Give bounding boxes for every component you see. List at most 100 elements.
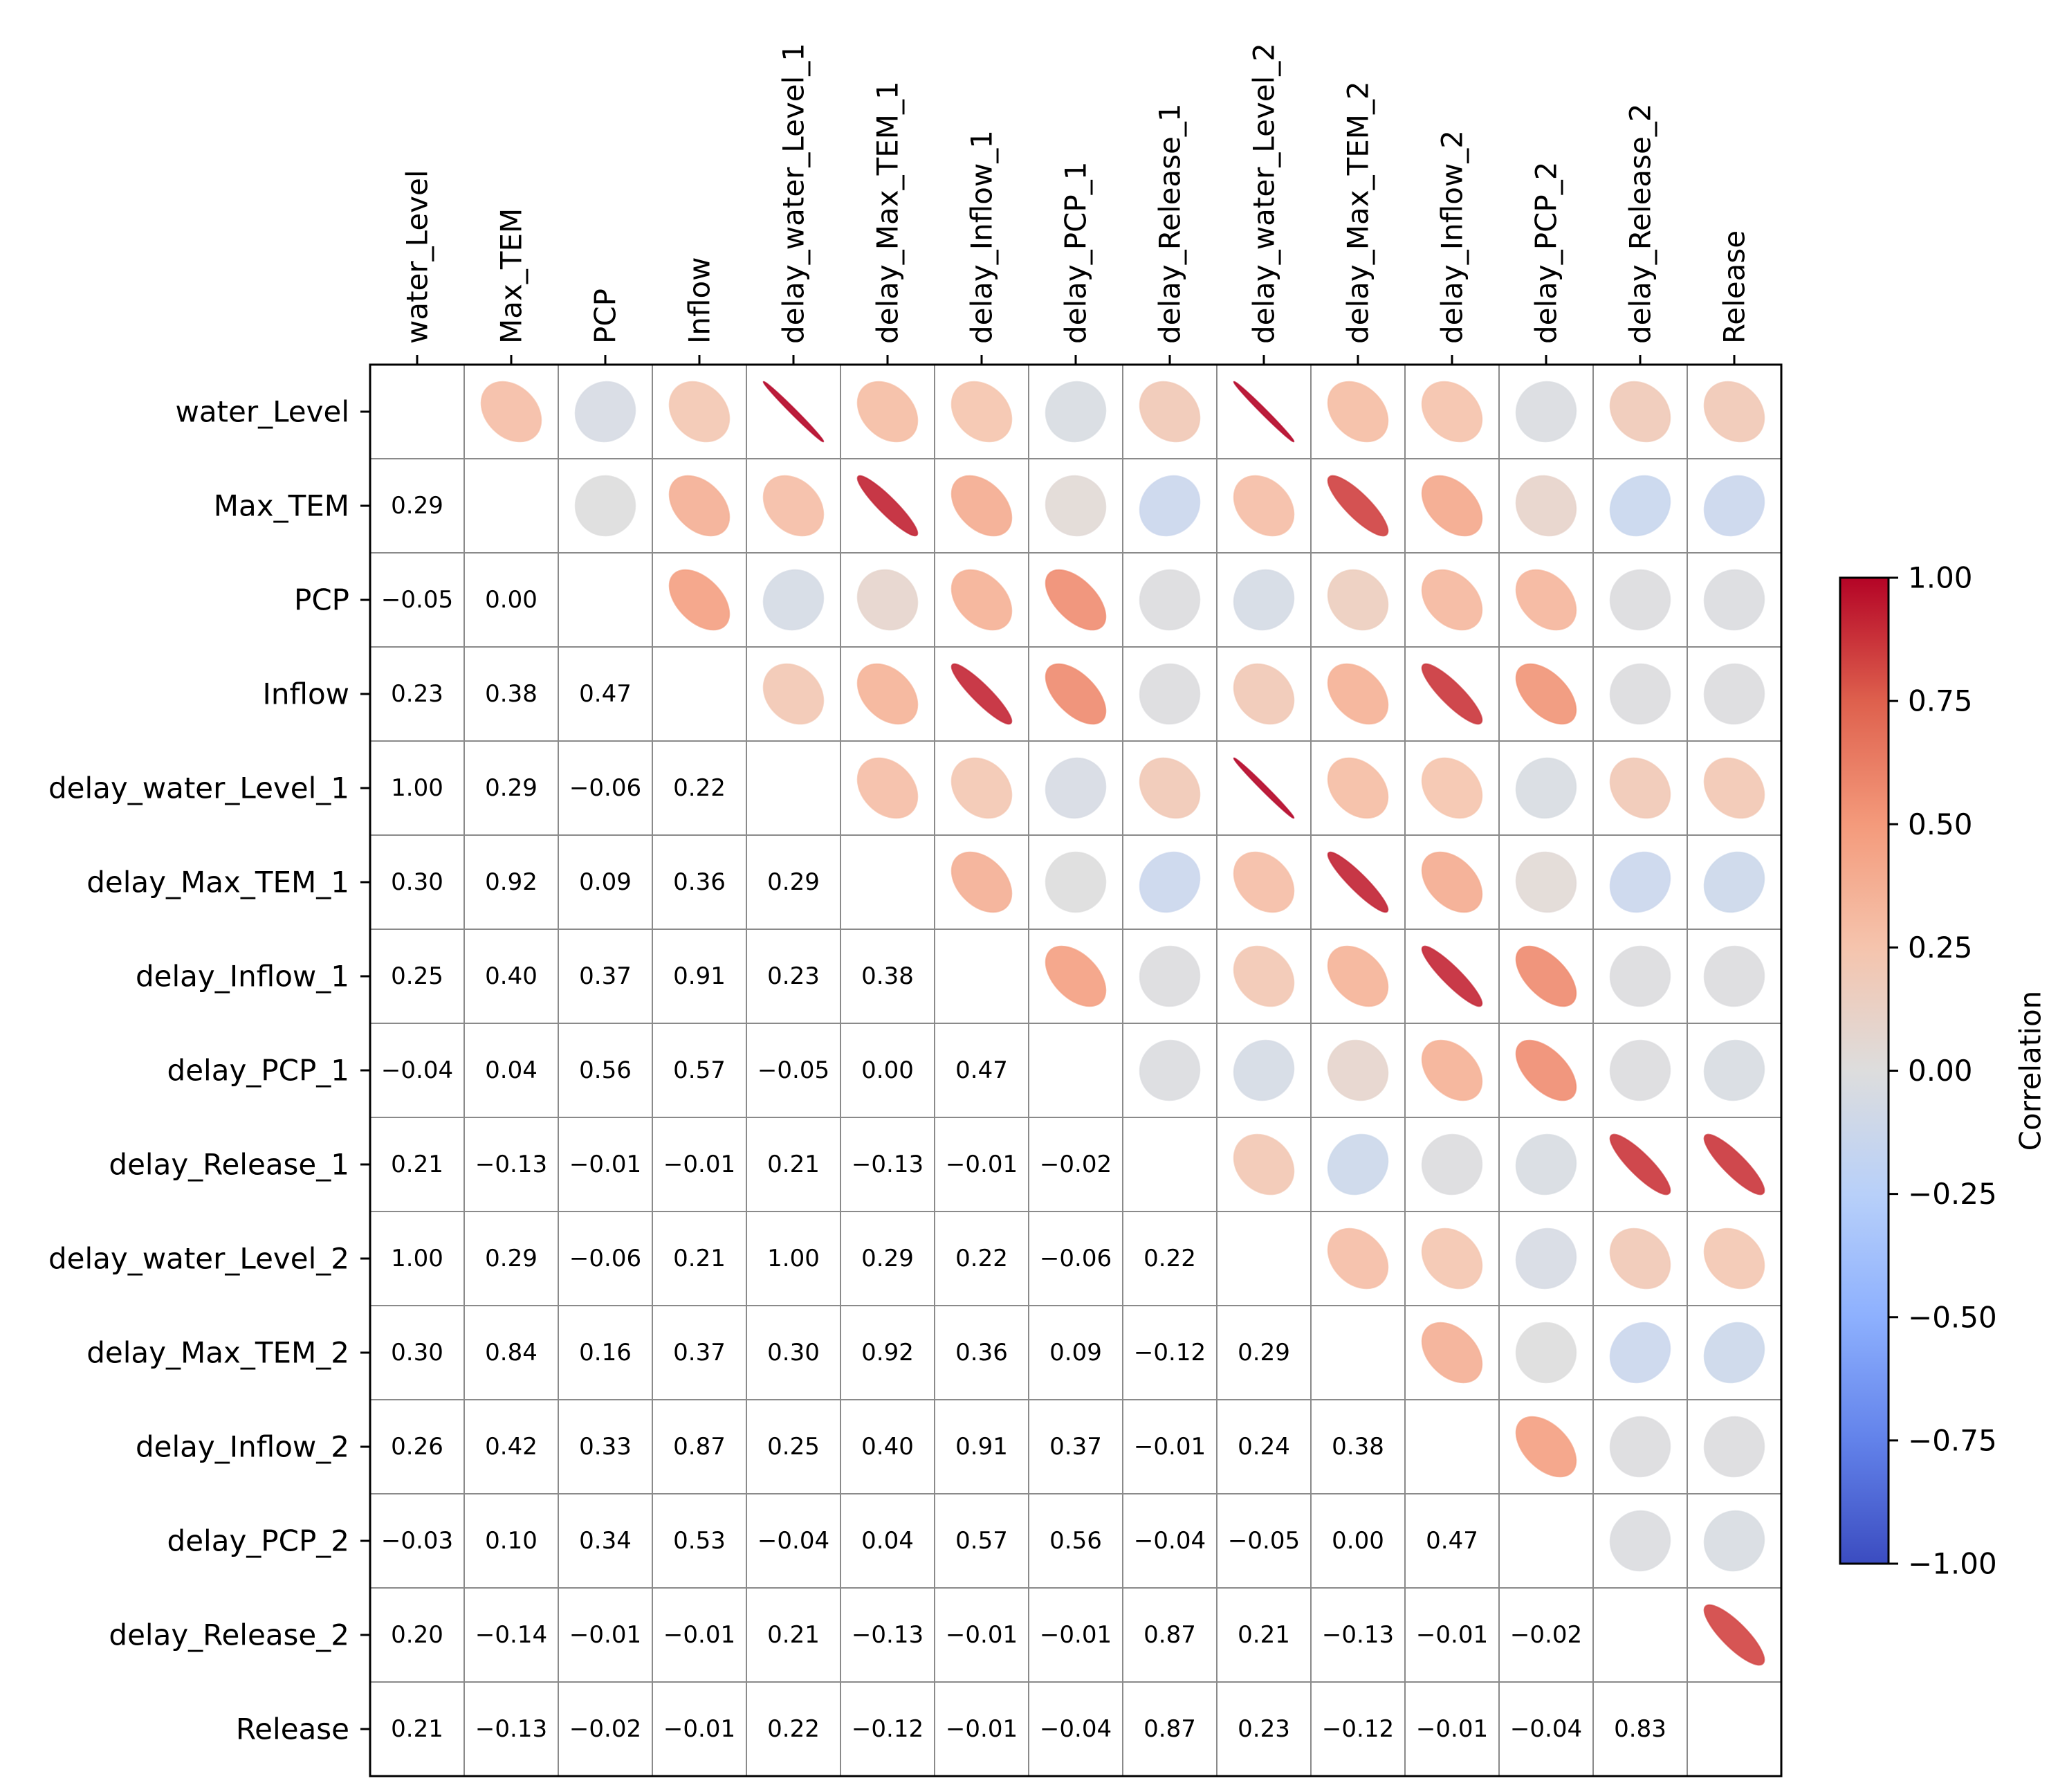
correlation-ellipse-delay-release-1-delay-water-level-2	[1233, 1133, 1295, 1196]
correlation-value-delay-water-level-2-pcp: −0.06	[569, 1245, 641, 1272]
correlation-value-delay-pcp-2-delay-inflow-2: 0.47	[1426, 1527, 1478, 1555]
column-label-delay-inflow-2: delay_Inflow_2	[1435, 130, 1469, 344]
correlation-ellipse-delay-max-tem-1-delay-inflow-2	[1421, 851, 1483, 913]
correlation-ellipse-delay-inflow-1-delay-pcp-1	[1045, 945, 1107, 1007]
correlation-value-inflow-max-tem: 0.38	[485, 680, 538, 708]
column-labels: water_Level Max_TEM PCP Inflow delay_water_L…	[401, 43, 1752, 365]
correlation-ellipse-water-level-delay-max-tem-1	[856, 381, 919, 443]
correlation-ellipse-water-level-pcp	[574, 381, 636, 443]
correlation-value-delay-max-tem-2-water-level: 0.30	[391, 1339, 443, 1366]
correlation-ellipse-inflow-delay-release-1	[1139, 663, 1201, 725]
correlation-value-delay-pcp-1-water-level: −0.04	[381, 1057, 453, 1084]
correlation-ellipse-pcp-delay-release-1	[1139, 569, 1201, 631]
correlation-ellipse-delay-max-tem-1-delay-max-tem-2	[1327, 851, 1389, 913]
correlation-value-delay-release-2-delay-water-level-2: 0.21	[1238, 1621, 1290, 1649]
correlation-ellipse-delay-inflow-1-delay-max-tem-2	[1327, 945, 1389, 1007]
correlation-ellipse-delay-inflow-1-delay-pcp-2	[1515, 945, 1577, 1007]
correlation-value-delay-inflow-2-delay-water-level-1: 0.25	[767, 1433, 820, 1461]
correlation-value-delay-inflow-1-delay-water-level-1: 0.23	[767, 962, 820, 990]
correlation-ellipse-delay-max-tem-2-delay-release-2	[1609, 1322, 1671, 1384]
correlation-value-delay-pcp-1-pcp: 0.56	[579, 1057, 632, 1084]
correlation-value-delay-water-level-2-water-level: 1.00	[391, 1245, 443, 1272]
correlation-value-delay-max-tem-2-delay-inflow-1: 0.36	[955, 1339, 1008, 1366]
correlation-ellipse-max-tem-delay-release-1	[1139, 475, 1201, 537]
correlation-value-delay-inflow-1-max-tem: 0.40	[485, 962, 538, 990]
correlation-value-delay-release-2-delay-release-1: 0.87	[1143, 1621, 1196, 1649]
correlation-ellipse-pcp-delay-max-tem-2	[1327, 569, 1389, 631]
correlation-value-delay-pcp-1-delay-inflow-1: 0.47	[955, 1057, 1008, 1084]
row-label-delay-max-tem-1: delay_Max_TEM_1	[86, 866, 349, 899]
correlation-ellipse-inflow-delay-pcp-2	[1515, 663, 1577, 725]
correlation-value-release-delay-max-tem-1: −0.12	[852, 1715, 924, 1743]
correlation-value-delay-water-level-2-delay-max-tem-1: 0.29	[861, 1245, 914, 1272]
correlation-ellipse-delay-inflow-1-delay-release-2	[1609, 945, 1671, 1007]
correlation-ellipse-water-level-max-tem	[480, 381, 542, 443]
correlation-value-delay-release-1-inflow: −0.01	[663, 1151, 735, 1178]
column-label-delay-pcp-2: delay_PCP_2	[1529, 162, 1563, 344]
correlation-ellipse-water-level-delay-release-1	[1139, 381, 1201, 443]
correlation-value-release-delay-water-level-1: 0.22	[767, 1715, 820, 1743]
correlation-value-delay-release-1-pcp: −0.01	[569, 1151, 641, 1178]
colorbar: 1.00 0.75 0.50 0.25 0.00 −0.25 −0.50 −0.75 −1.00…	[1839, 561, 2048, 1581]
correlation-value-delay-max-tem-2-max-tem: 0.84	[485, 1339, 538, 1366]
correlation-value-delay-release-2-delay-water-level-1: 0.21	[767, 1621, 820, 1649]
colorbar-tick-label: 1.00	[1908, 561, 1973, 595]
column-label-delay-max-tem-2: delay_Max_TEM_2	[1341, 81, 1375, 344]
correlation-value-delay-max-tem-2-delay-water-level-2: 0.29	[1238, 1339, 1290, 1366]
correlation-ellipse-water-level-delay-pcp-2	[1515, 381, 1577, 443]
correlation-ellipse-inflow-delay-max-tem-1	[856, 663, 919, 725]
correlation-value-delay-water-level-2-delay-pcp-1: −0.06	[1040, 1245, 1112, 1272]
correlation-ellipse-delay-max-tem-1-delay-pcp-2	[1515, 851, 1577, 913]
correlation-value-delay-release-2-inflow: −0.01	[663, 1621, 735, 1649]
correlation-value-delay-release-1-delay-water-level-1: 0.21	[767, 1151, 820, 1178]
correlation-value-delay-water-level-1-inflow: 0.22	[673, 774, 726, 802]
row-label-max-tem: Max_TEM	[214, 489, 349, 523]
correlation-value-delay-max-tem-2-pcp: 0.16	[579, 1339, 632, 1366]
correlation-ellipse-delay-inflow-2-delay-release-2	[1609, 1416, 1671, 1478]
correlation-ellipse-delay-water-level-1-delay-release-1	[1139, 757, 1201, 819]
correlation-ellipse-delay-pcp-2-delay-release-2	[1609, 1510, 1671, 1572]
correlation-ellipse-inflow-delay-max-tem-2	[1327, 663, 1389, 725]
correlation-value-delay-pcp-2-inflow: 0.53	[673, 1527, 726, 1555]
correlation-value-pcp-water-level: −0.05	[381, 586, 453, 614]
colorbar-tick-label: 0.00	[1908, 1054, 1973, 1088]
correlation-value-delay-pcp-2-delay-release-1: −0.04	[1134, 1527, 1206, 1555]
correlation-ellipse-delay-max-tem-2-delay-pcp-2	[1515, 1322, 1577, 1384]
correlation-value-delay-inflow-1-water-level: 0.25	[391, 962, 443, 990]
correlation-value-release-delay-inflow-2: −0.01	[1416, 1715, 1488, 1743]
row-labels: water_Level Max_TEM PCP Inflow delay_water_L…	[48, 395, 370, 1746]
correlation-value-inflow-pcp: 0.47	[579, 680, 632, 708]
correlation-ellipse-delay-inflow-1-delay-water-level-2	[1233, 945, 1295, 1007]
correlation-ellipse-inflow-delay-pcp-1	[1045, 663, 1107, 725]
correlation-ellipse-delay-pcp-1-delay-release-2	[1609, 1039, 1671, 1101]
correlation-ellipse-pcp-delay-pcp-2	[1515, 569, 1577, 631]
column-label-delay-inflow-1: delay_Inflow_1	[965, 130, 999, 344]
correlation-value-release-delay-release-2: 0.83	[1614, 1715, 1666, 1743]
correlation-ellipse-delay-water-level-1-delay-pcp-2	[1515, 757, 1577, 819]
correlation-ellipse-max-tem-delay-inflow-2	[1421, 475, 1483, 537]
correlation-value-delay-pcp-1-delay-water-level-1: −0.05	[757, 1057, 829, 1084]
correlation-value-delay-max-tem-1-water-level: 0.30	[391, 868, 443, 896]
correlation-value-delay-max-tem-1-inflow: 0.36	[673, 868, 726, 896]
correlation-value-delay-pcp-2-max-tem: 0.10	[485, 1527, 538, 1555]
correlation-ellipse-delay-release-1-delay-inflow-2	[1421, 1133, 1483, 1196]
correlation-ellipse-max-tem-delay-max-tem-1	[856, 475, 919, 537]
ellipse-layer	[480, 381, 1765, 1666]
correlation-value-delay-inflow-2-delay-pcp-1: 0.37	[1049, 1433, 1102, 1461]
correlation-value-max-tem-water-level: 0.29	[391, 492, 443, 520]
column-label-water-level: water_Level	[401, 170, 434, 344]
correlation-value-pcp-max-tem: 0.00	[485, 586, 538, 614]
correlation-value-delay-release-1-water-level: 0.21	[391, 1151, 443, 1178]
correlation-ellipse-max-tem-pcp	[574, 475, 636, 537]
correlation-ellipse-delay-pcp-1-delay-water-level-2	[1233, 1039, 1295, 1101]
row-label-pcp: PCP	[294, 583, 349, 617]
correlation-ellipse-delay-inflow-2-delay-pcp-2	[1515, 1416, 1577, 1478]
correlation-value-delay-inflow-1-inflow: 0.91	[673, 962, 726, 990]
correlation-value-delay-pcp-2-water-level: −0.03	[381, 1527, 453, 1555]
correlation-ellipse-max-tem-release	[1703, 475, 1765, 537]
correlation-ellipse-delay-pcp-1-release	[1703, 1039, 1765, 1101]
correlation-value-delay-water-level-2-inflow: 0.21	[673, 1245, 726, 1272]
correlation-ellipse-water-level-delay-max-tem-2	[1327, 381, 1389, 443]
correlation-value-release-inflow: −0.01	[663, 1715, 735, 1743]
correlation-ellipse-delay-water-level-2-delay-max-tem-2	[1327, 1227, 1389, 1290]
